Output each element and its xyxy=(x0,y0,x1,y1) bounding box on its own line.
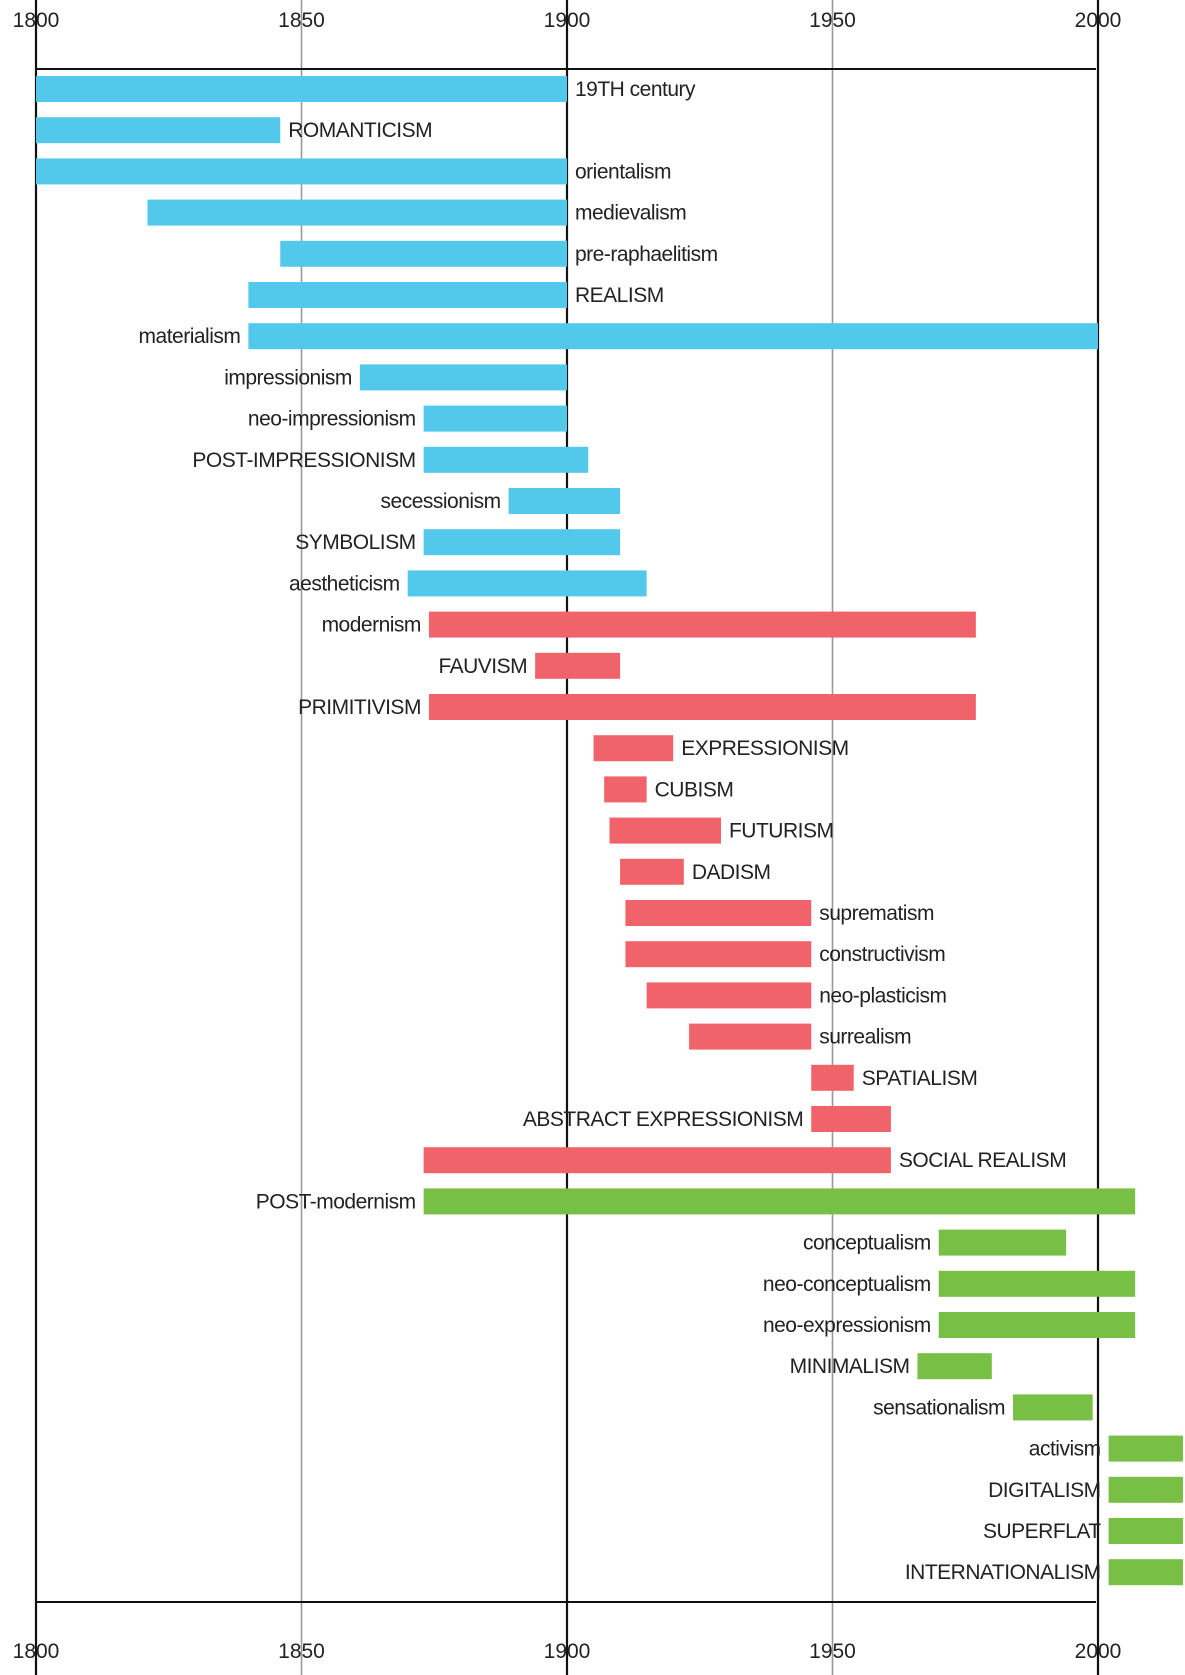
bar-label-18: FUTURISM xyxy=(729,820,834,843)
bar-label-12: aestheticism xyxy=(289,572,400,595)
gridlines xyxy=(34,0,1100,1675)
bar-label-11: SYMBOLISM xyxy=(295,531,415,554)
bar-label-19: DADISM xyxy=(692,861,771,884)
bar-label-36: INTERNATIONALISM xyxy=(905,1561,1101,1584)
top-tick-label-1900: 1900 xyxy=(544,9,591,32)
bar-label-24: SPATIALISM xyxy=(862,1067,978,1090)
bar-1 xyxy=(36,117,281,144)
bar-10 xyxy=(508,488,621,514)
bar-label-27: POST-modernism xyxy=(256,1190,416,1213)
bar-label-17: CUBISM xyxy=(655,778,734,801)
bar-16 xyxy=(593,735,674,762)
bar-21 xyxy=(625,941,812,968)
bar-label-0: 19TH century xyxy=(575,78,696,101)
bar-9 xyxy=(423,446,589,473)
bar-label-20: suprematism xyxy=(819,902,934,925)
top-tick-label-1800: 1800 xyxy=(13,9,60,32)
bar-14 xyxy=(535,652,621,679)
bottom-tick-label-1950: 1950 xyxy=(809,1640,856,1663)
bar-label-31: MINIMALISM xyxy=(790,1355,910,1378)
bar-35 xyxy=(1108,1518,1183,1544)
bar-label-1: ROMANTICISM xyxy=(288,119,432,142)
bar-8 xyxy=(423,405,567,432)
bar-label-29: neo-conceptualism xyxy=(763,1273,931,1296)
bar-label-34: DIGITALISM xyxy=(988,1479,1100,1502)
bottom-tick-label-1800: 1800 xyxy=(13,1640,60,1663)
bar-11 xyxy=(423,529,621,556)
bar-31 xyxy=(917,1353,992,1380)
bar-15 xyxy=(428,694,976,720)
bar-5 xyxy=(248,282,567,308)
bar-0 xyxy=(36,76,567,102)
bar-label-28: conceptualism xyxy=(803,1232,931,1255)
bar-label-14: FAUVISM xyxy=(438,655,527,678)
bar-label-22: neo-plasticism xyxy=(819,984,946,1007)
bar-7 xyxy=(359,364,567,391)
bar-3 xyxy=(147,199,567,226)
bar-22 xyxy=(646,982,812,1009)
bar-label-3: medievalism xyxy=(575,202,686,225)
bar-label-21: constructivism xyxy=(819,943,945,966)
top-tick-label-1950: 1950 xyxy=(809,9,856,32)
bar-30 xyxy=(938,1312,1136,1338)
bar-20 xyxy=(625,900,812,926)
top-tick-label-1850: 1850 xyxy=(278,9,325,32)
top-tick-label-2000: 2000 xyxy=(1075,9,1122,32)
bar-34 xyxy=(1108,1476,1183,1503)
bar-label-16: EXPRESSIONISM xyxy=(681,737,848,760)
bar-label-30: neo-expressionism xyxy=(763,1314,931,1337)
bar-label-35: SUPERFLAT xyxy=(983,1520,1101,1543)
bar-12 xyxy=(407,570,647,597)
bar-2 xyxy=(36,158,567,185)
bar-29 xyxy=(938,1270,1136,1297)
bar-13 xyxy=(428,611,976,638)
bar-label-23: surrealism xyxy=(819,1026,911,1049)
bar-label-7: impressionism xyxy=(224,366,352,389)
bottom-tick-label-1850: 1850 xyxy=(278,1640,325,1663)
bar-label-8: neo-impressionism xyxy=(248,408,416,431)
bar-18 xyxy=(609,817,721,844)
bar-label-32: sensationalism xyxy=(873,1396,1005,1419)
bar-32 xyxy=(1013,1394,1093,1421)
bottom-tick-label-2000: 2000 xyxy=(1075,1640,1122,1663)
bar-label-5: REALISM xyxy=(575,284,664,307)
bar-36 xyxy=(1108,1559,1183,1586)
bar-labels: 19TH century ROMANTICISM orientalism mediev… xyxy=(139,78,1102,1584)
bar-25 xyxy=(811,1106,891,1132)
bar-33 xyxy=(1108,1435,1183,1462)
bar-label-26: SOCIAL REALISM xyxy=(899,1149,1066,1172)
bar-24 xyxy=(811,1064,854,1091)
bar-label-10: secessionism xyxy=(381,490,501,513)
bar-label-2: orientalism xyxy=(575,160,671,183)
bar-23 xyxy=(689,1023,812,1050)
bar-label-4: pre-raphaelitism xyxy=(575,243,718,266)
bar-28 xyxy=(938,1229,1067,1256)
bar-6 xyxy=(248,323,1098,350)
bar-label-6: materialism xyxy=(139,325,241,348)
bar-27 xyxy=(423,1188,1136,1215)
bar-4 xyxy=(280,240,567,267)
plot-frame xyxy=(36,68,1096,1603)
bar-label-13: modernism xyxy=(322,614,421,637)
bar-label-9: POST-IMPRESSIONISM xyxy=(192,449,415,472)
bar-label-33: activism xyxy=(1029,1438,1101,1461)
bar-26 xyxy=(423,1147,891,1174)
bars xyxy=(36,76,1183,1586)
bottom-tick-label-1900: 1900 xyxy=(544,1640,591,1663)
bar-label-25: ABSTRACT EXPRESSIONISM xyxy=(523,1108,803,1131)
bar-label-15: PRIMITIVISM xyxy=(298,696,421,719)
bar-17 xyxy=(604,776,647,803)
bar-19 xyxy=(620,858,684,885)
tick-labels: 1800 1800 1850 1850 1900 1900 1950 1950 2000 2000 xyxy=(13,9,1122,1663)
